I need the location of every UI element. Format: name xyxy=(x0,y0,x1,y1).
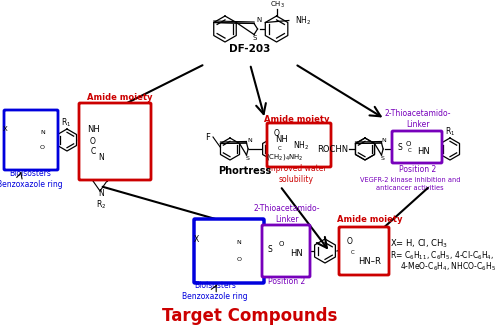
Text: O: O xyxy=(236,257,242,262)
Text: VEGFR-2 kinase inhibition and
anticancer activities: VEGFR-2 kinase inhibition and anticancer… xyxy=(360,177,460,190)
Text: N: N xyxy=(236,240,242,245)
Text: Bioisosters
Benzoxazole ring: Bioisosters Benzoxazole ring xyxy=(0,169,63,189)
Text: S: S xyxy=(380,156,384,161)
Text: DF-203: DF-203 xyxy=(230,44,270,54)
Text: O: O xyxy=(406,141,410,147)
Text: Amide moiety: Amide moiety xyxy=(337,214,403,223)
Text: N: N xyxy=(98,153,104,162)
Text: O: O xyxy=(40,145,45,150)
Text: Position 2: Position 2 xyxy=(400,165,436,173)
Text: 2-Thioacetamido-
Linker: 2-Thioacetamido- Linker xyxy=(385,109,451,129)
Text: Bioisosters
Benzoxazole ring: Bioisosters Benzoxazole ring xyxy=(182,281,248,301)
Text: Amide moiety: Amide moiety xyxy=(88,93,153,102)
Text: N: N xyxy=(381,139,386,143)
Text: NH: NH xyxy=(275,136,288,145)
Text: O: O xyxy=(278,241,283,247)
Text: N: N xyxy=(256,17,262,23)
FancyBboxPatch shape xyxy=(339,227,389,275)
Text: Improved water
solubility: Improved water solubility xyxy=(266,164,326,184)
Text: NH$_2$: NH$_2$ xyxy=(295,14,311,27)
Text: S: S xyxy=(246,156,250,161)
Text: N: N xyxy=(247,139,252,143)
Text: HN: HN xyxy=(417,148,430,157)
Text: Phortress: Phortress xyxy=(218,166,272,176)
FancyBboxPatch shape xyxy=(262,225,310,277)
Text: R$_2$: R$_2$ xyxy=(96,199,106,211)
Text: Target Compounds: Target Compounds xyxy=(162,307,338,325)
Text: S: S xyxy=(398,143,403,152)
Text: ROCHN: ROCHN xyxy=(317,145,348,154)
FancyBboxPatch shape xyxy=(4,110,58,170)
Text: NH$_2$: NH$_2$ xyxy=(293,140,309,152)
Text: (CH$_2$)$_4$NH$_2$: (CH$_2$)$_4$NH$_2$ xyxy=(266,152,304,162)
FancyBboxPatch shape xyxy=(194,219,264,283)
Text: Amide moiety: Amide moiety xyxy=(264,115,330,124)
Text: F: F xyxy=(206,133,210,142)
Text: C: C xyxy=(278,147,282,152)
Text: HN: HN xyxy=(290,249,303,259)
Text: S: S xyxy=(268,244,273,254)
Text: O: O xyxy=(90,138,96,147)
Text: Position 2: Position 2 xyxy=(268,277,306,286)
Text: X: X xyxy=(2,126,7,132)
Text: NH: NH xyxy=(87,125,100,134)
Text: C: C xyxy=(90,147,96,156)
FancyBboxPatch shape xyxy=(392,131,442,163)
Text: HN–R: HN–R xyxy=(358,257,381,266)
Text: C: C xyxy=(408,148,412,153)
Text: C: C xyxy=(351,249,355,255)
FancyBboxPatch shape xyxy=(79,103,151,180)
Text: R$_1$: R$_1$ xyxy=(61,117,71,129)
Text: N: N xyxy=(98,189,104,198)
Text: R= C$_6$H$_{11}$, C$_6$H$_5$, 4-Cl-C$_6$H$_4$,: R= C$_6$H$_{11}$, C$_6$H$_5$, 4-Cl-C$_6$… xyxy=(390,250,494,262)
Text: S: S xyxy=(253,34,258,40)
Text: O: O xyxy=(347,236,353,245)
Text: N: N xyxy=(40,131,45,136)
Text: CH$_3$: CH$_3$ xyxy=(270,0,285,10)
FancyBboxPatch shape xyxy=(267,123,331,167)
Text: 2-Thioacetamido-
Linker: 2-Thioacetamido- Linker xyxy=(254,204,320,224)
Text: 4-MeO-C$_6$H$_4$, NHCO-C$_6$H$_5$: 4-MeO-C$_6$H$_4$, NHCO-C$_6$H$_5$ xyxy=(400,261,496,273)
Text: O: O xyxy=(274,130,280,139)
Text: X: X xyxy=(194,234,198,243)
Text: R$_1$: R$_1$ xyxy=(445,126,455,138)
Text: X= H, Cl, CH$_3$: X= H, Cl, CH$_3$ xyxy=(390,238,448,250)
